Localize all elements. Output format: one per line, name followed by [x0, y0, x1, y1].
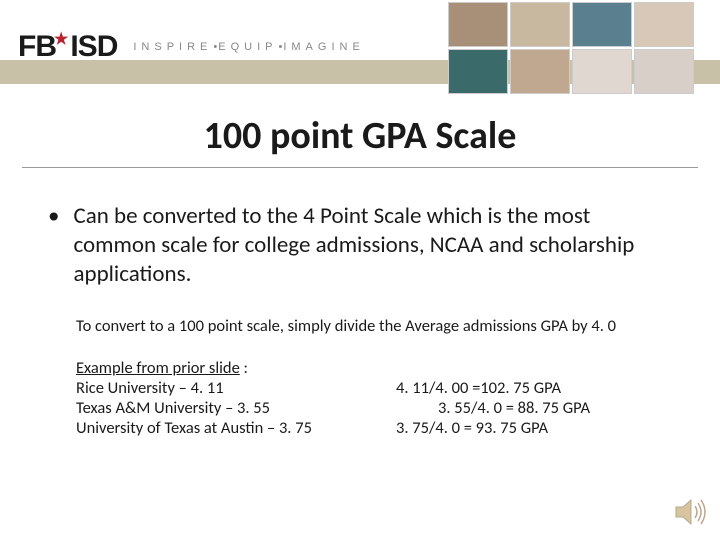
- fbisd-logo: FB ★ ISD: [18, 30, 117, 64]
- example-left-line-1: Rice University – 4. 11: [76, 378, 376, 398]
- speaker-icon: [672, 494, 708, 530]
- example-left-line-3: University of Texas at Austin – 3. 75: [76, 418, 376, 438]
- tagline-part-1: INSPIRE: [133, 41, 212, 53]
- tagline-part-3: IMAGINE: [283, 41, 364, 53]
- example-right-line-1: 4. 11/4. 00 =102. 75 GPA: [396, 378, 672, 398]
- slide-title: 100 point GPA Scale: [0, 113, 720, 165]
- tagline: INSPIRE•EQUIP•IMAGINE: [133, 41, 364, 53]
- bullet-text: Can be converted to the 4 Point Scale wh…: [73, 202, 672, 288]
- example-block: Example from prior slide : Rice Universi…: [76, 358, 672, 438]
- example-heading: Example from prior slide :: [76, 358, 376, 378]
- conversion-note: To convert to a 100 point scale, simply …: [76, 316, 672, 336]
- example-right-line-3: 3. 75/4. 0 = 93. 75 GPA: [396, 418, 672, 438]
- example-left-column: Example from prior slide : Rice Universi…: [76, 358, 376, 438]
- star-icon: ★: [54, 29, 68, 49]
- example-right-column: 4. 11/4. 00 =102. 75 GPA 3. 55/4. 0 = 88…: [396, 358, 672, 438]
- example-right-line-2: 3. 55/4. 0 = 88. 75 GPA: [396, 398, 672, 418]
- logo-row: FB ★ ISD INSPIRE•EQUIP•IMAGINE: [18, 30, 365, 64]
- logo-fb-text: FB: [18, 30, 56, 64]
- slide-content: • Can be converted to the 4 Point Scale …: [0, 168, 720, 438]
- example-left-line-2: Texas A&M University – 3. 55: [76, 398, 376, 418]
- tagline-part-2: EQUIP: [218, 41, 277, 53]
- photo-collage: [448, 2, 694, 94]
- slide-header: FB ★ ISD INSPIRE•EQUIP•IMAGINE: [0, 0, 720, 95]
- bullet-marker: •: [48, 202, 59, 288]
- main-bullet: • Can be converted to the 4 Point Scale …: [48, 202, 672, 288]
- logo-isd-text: ISD: [70, 30, 117, 64]
